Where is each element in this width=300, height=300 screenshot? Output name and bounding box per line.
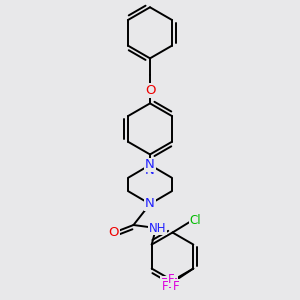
Text: F: F — [173, 280, 179, 293]
Text: N: N — [145, 197, 155, 211]
Text: F: F — [167, 273, 174, 286]
Text: O: O — [109, 226, 119, 239]
Text: N: N — [145, 158, 155, 171]
Text: N: N — [145, 164, 155, 178]
Text: F: F — [162, 280, 169, 293]
Text: F: F — [166, 283, 172, 296]
Text: O: O — [145, 84, 155, 97]
Text: Cl: Cl — [190, 214, 202, 227]
Text: F: F — [171, 277, 178, 290]
Text: F: F — [161, 277, 167, 290]
Text: NH: NH — [149, 221, 166, 235]
